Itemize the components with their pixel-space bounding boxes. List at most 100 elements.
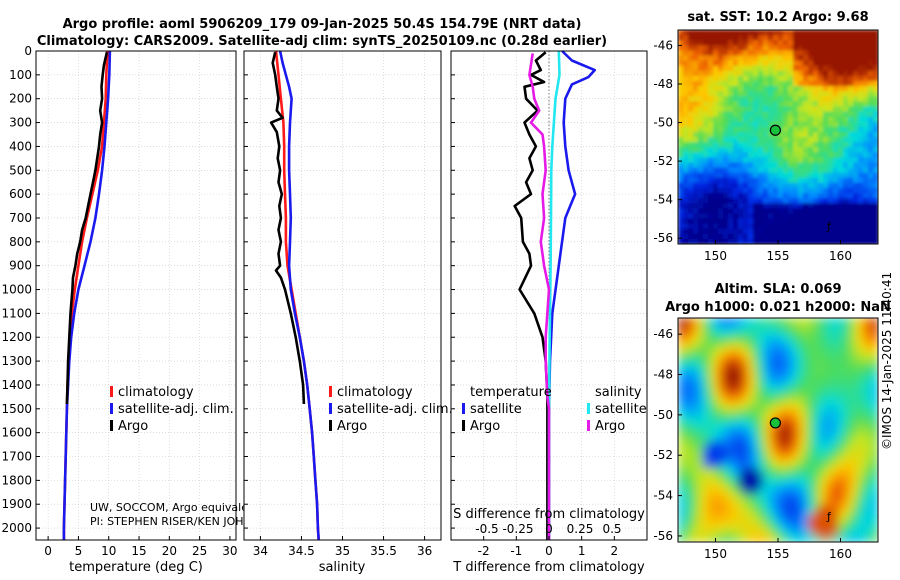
map-cell <box>788 106 794 113</box>
map-cell <box>773 218 779 225</box>
map-cell <box>793 172 799 179</box>
map-cell <box>768 50 774 57</box>
map-cell <box>718 472 724 479</box>
map-cell <box>863 228 869 235</box>
map-cell <box>838 116 844 123</box>
map-cell <box>693 35 699 41</box>
map-cell <box>708 371 714 378</box>
map-cell <box>803 86 809 92</box>
map-cell <box>683 376 689 383</box>
map-cell <box>723 494 729 500</box>
map-cell <box>798 218 804 225</box>
map-cell <box>683 478 689 484</box>
map-cell <box>793 510 799 516</box>
map-cell <box>833 121 839 128</box>
map-cell <box>713 213 719 220</box>
map-cell <box>743 147 749 153</box>
map-cell <box>713 137 719 143</box>
map-cell <box>828 121 834 128</box>
map-cell <box>763 70 769 77</box>
map-cell <box>833 366 839 372</box>
map-cell <box>768 440 774 447</box>
map-cell <box>723 101 729 108</box>
map-cell <box>863 162 869 169</box>
map-cell <box>698 213 704 220</box>
map-cell <box>793 208 799 215</box>
map-cell <box>843 451 849 458</box>
map-cell <box>763 376 769 383</box>
map-cell <box>693 467 699 474</box>
map-cell <box>768 223 774 230</box>
map-cell <box>793 40 799 46</box>
map-cell <box>713 162 719 169</box>
map-cell <box>868 430 874 436</box>
map-cell <box>818 408 824 415</box>
map-cell <box>788 91 794 97</box>
map-cell <box>798 126 804 133</box>
map-cell <box>778 494 784 500</box>
map-cell <box>708 157 714 164</box>
map-cell <box>678 408 684 415</box>
map-cell <box>818 339 824 346</box>
map-cell <box>793 45 799 51</box>
map-cell <box>688 478 694 484</box>
map-cell <box>708 339 714 346</box>
y-tick-label: 100 <box>9 68 32 82</box>
map-cell <box>743 167 749 174</box>
map-cell <box>763 182 769 189</box>
map-cell <box>683 121 689 128</box>
map-cell <box>783 131 789 138</box>
map-cell <box>858 91 864 97</box>
map-cell <box>703 131 709 138</box>
map-cell <box>748 30 754 36</box>
map-cell <box>703 106 709 113</box>
map-cell <box>698 142 704 148</box>
map-cell <box>693 536 699 542</box>
map-cell <box>868 126 874 133</box>
map-cell <box>713 403 719 410</box>
map-cell <box>723 80 729 87</box>
map-cell <box>853 371 859 378</box>
map-cell <box>843 172 849 179</box>
map-cell <box>778 392 784 399</box>
map-cell <box>763 162 769 169</box>
map-cell <box>773 472 779 479</box>
map-cell <box>743 86 749 92</box>
map-cell <box>793 414 799 420</box>
map-cell <box>743 35 749 41</box>
map-cell <box>873 157 878 164</box>
map-cell <box>728 223 734 230</box>
map-cell <box>683 440 689 447</box>
map-cell <box>703 435 709 442</box>
map-cell <box>808 392 814 399</box>
map-cell <box>843 116 849 123</box>
map-cell <box>728 80 734 87</box>
map-cell <box>743 162 749 169</box>
map-cell <box>753 462 759 468</box>
map-cell <box>823 40 829 46</box>
map-cell <box>858 121 864 128</box>
map-cell <box>733 126 739 133</box>
map-cell <box>858 382 864 388</box>
map-cell <box>818 334 824 340</box>
map-cell <box>788 478 794 484</box>
map-cell <box>798 515 804 522</box>
map-cell <box>803 121 809 128</box>
map-cell <box>763 203 769 209</box>
map-cell <box>698 536 704 542</box>
map-cell <box>698 446 704 452</box>
map-cell <box>868 435 874 442</box>
map-cell <box>828 96 834 102</box>
map-cell <box>728 323 734 330</box>
map-cell <box>753 334 759 340</box>
difference-top-ticks: -0.5 -0.25 0 0.25 0.5 <box>475 522 621 536</box>
x-tick-label: 10 <box>101 544 116 558</box>
map-cell <box>808 504 814 511</box>
map-cell <box>698 366 704 372</box>
map-cell <box>738 483 744 490</box>
map-cell <box>733 499 739 506</box>
map-cell <box>723 131 729 138</box>
map-cell <box>743 142 749 148</box>
map-cell <box>748 116 754 123</box>
map-cell <box>683 504 689 511</box>
